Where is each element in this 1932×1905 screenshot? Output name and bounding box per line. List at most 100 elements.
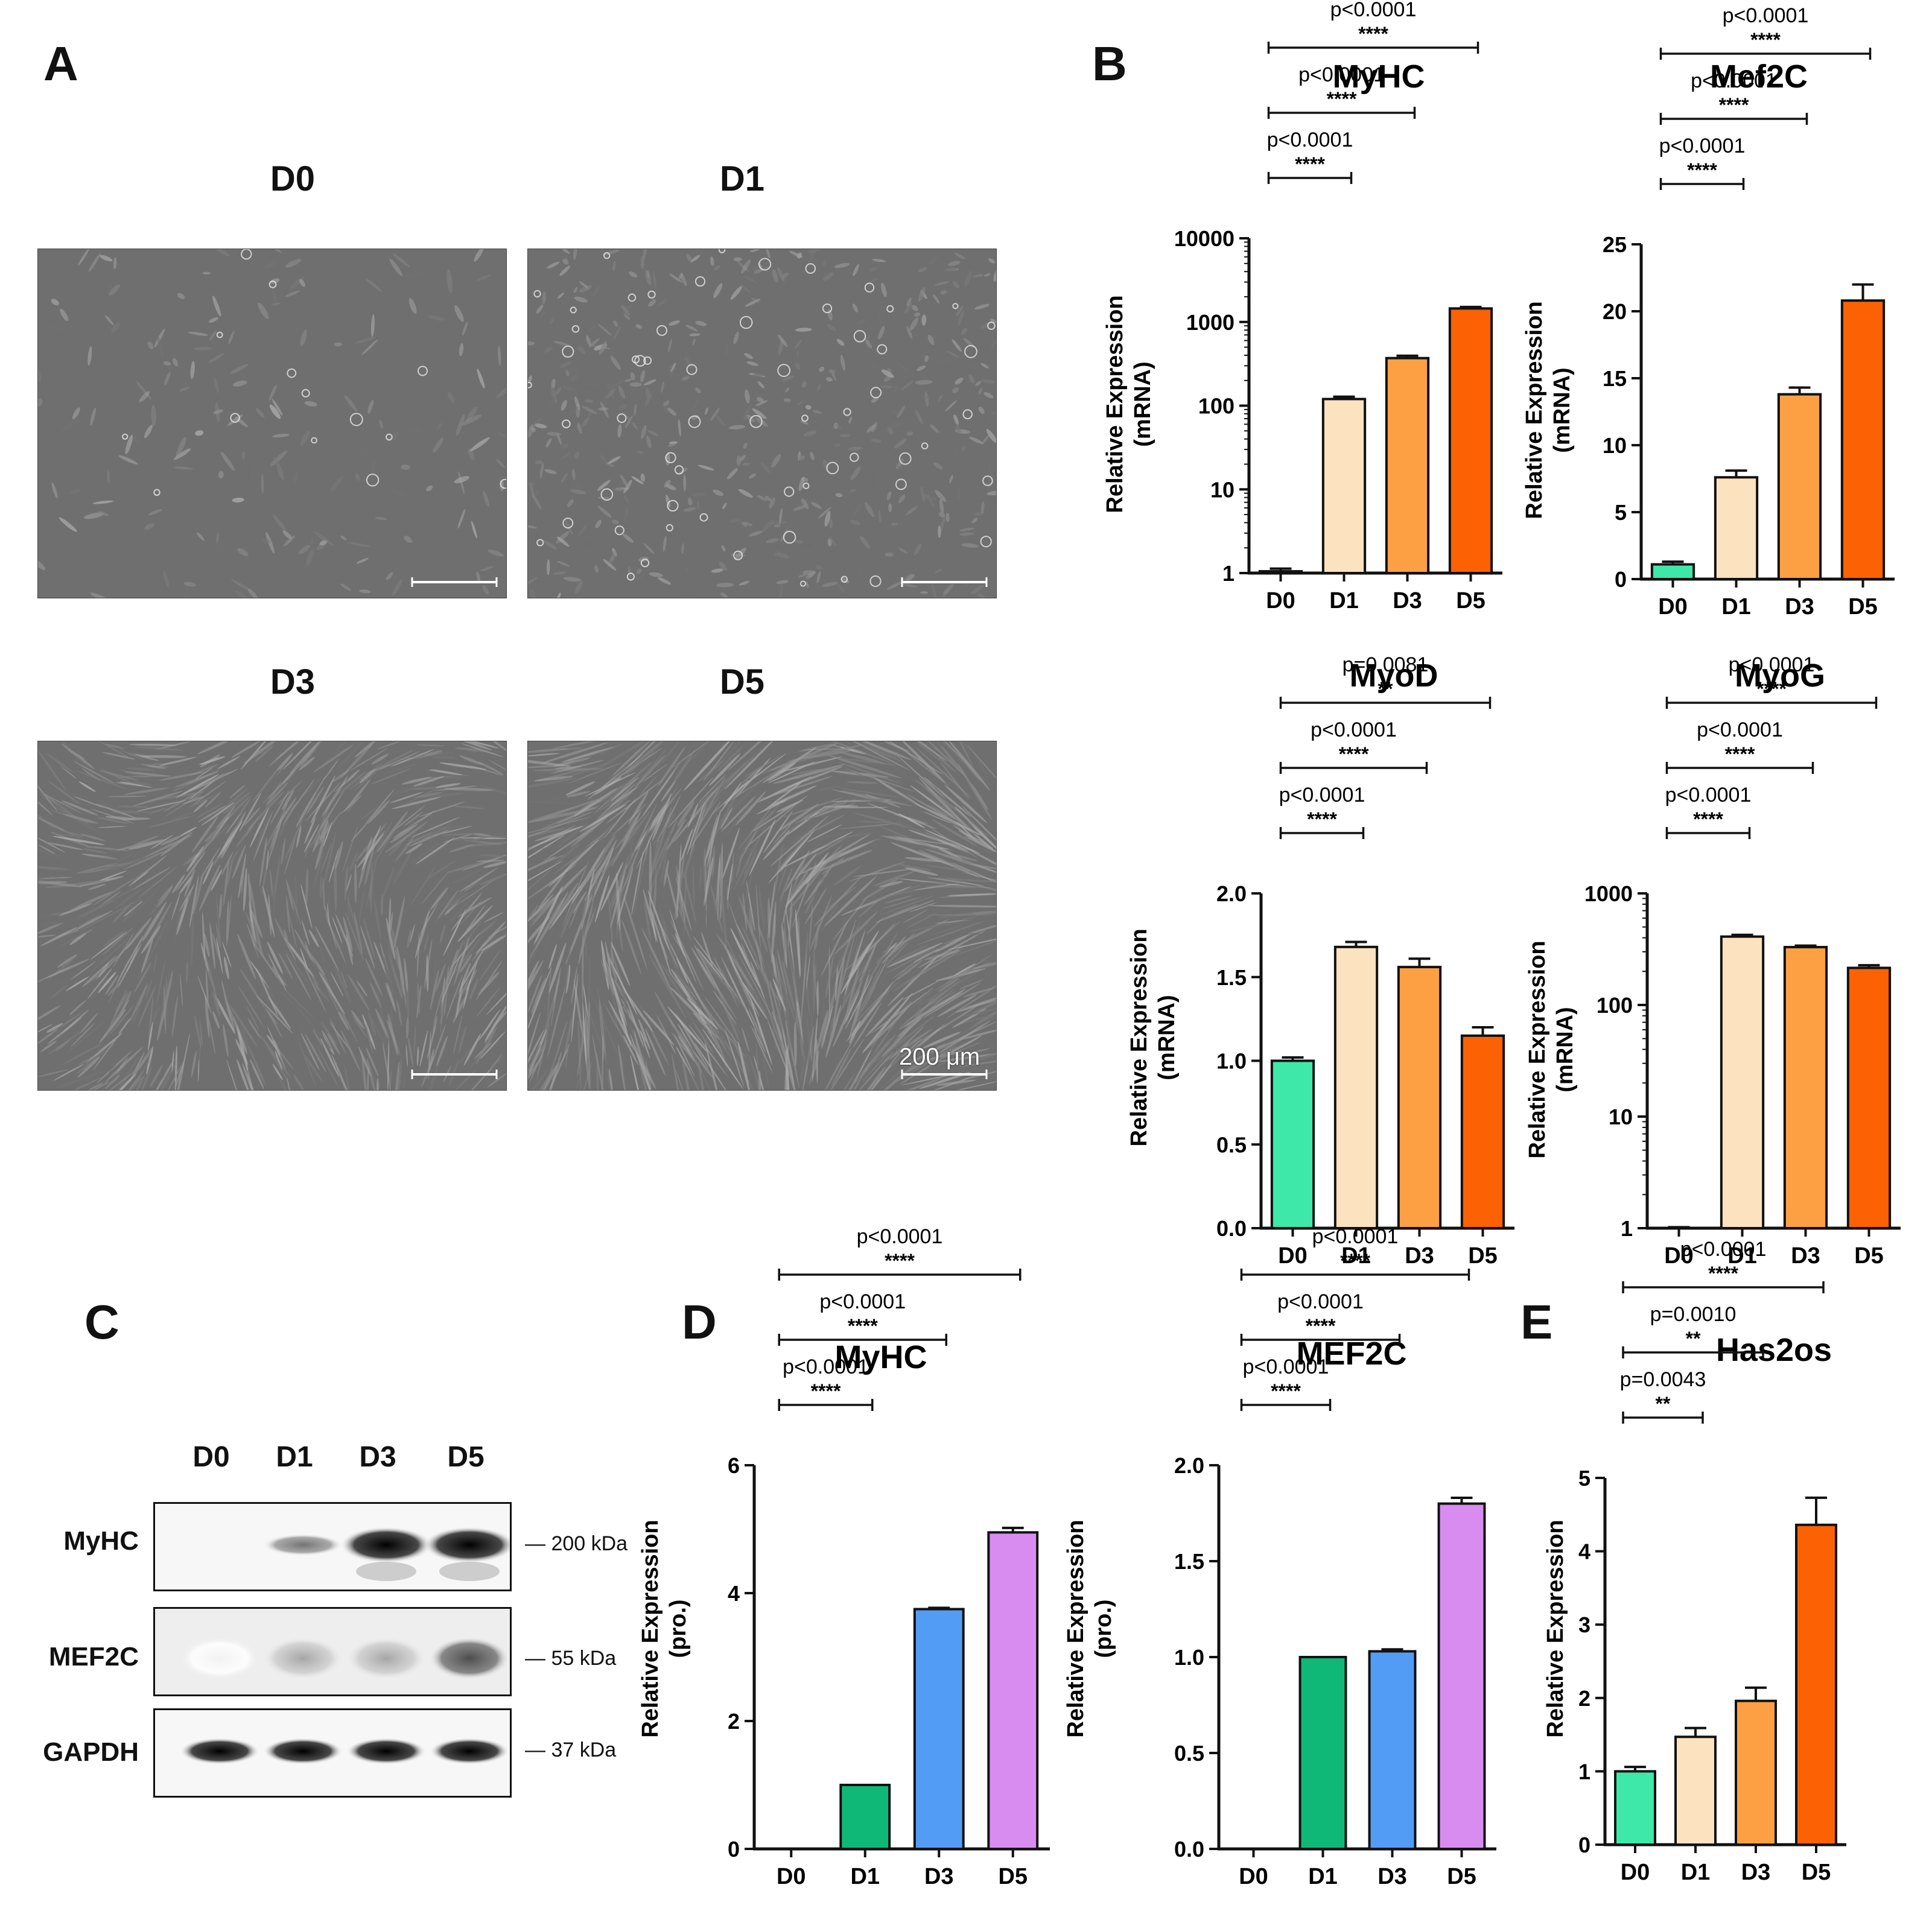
cell-shape <box>762 779 806 812</box>
cell-shape <box>850 519 861 525</box>
cell-shape <box>783 912 786 972</box>
cell-shape <box>82 968 107 987</box>
cell-shape <box>650 804 669 831</box>
cell-shape <box>602 1035 604 1062</box>
cell-shape <box>316 1045 340 1090</box>
cell-shape <box>746 880 755 931</box>
round-cell <box>733 550 743 560</box>
cell-shape <box>635 1036 649 1090</box>
cell-shape <box>934 281 950 286</box>
cell-shape <box>562 762 608 779</box>
cell-shape <box>347 542 371 548</box>
cell-shape <box>529 482 535 498</box>
cell-shape <box>647 429 658 436</box>
cell-shape <box>605 941 611 975</box>
cell-shape <box>405 272 424 279</box>
cell-shape <box>802 570 816 575</box>
cell-shape <box>626 1000 644 1048</box>
cell-shape <box>377 741 404 750</box>
cell-shape <box>643 543 655 554</box>
cell-shape <box>609 957 638 1016</box>
micrograph-image <box>38 249 506 598</box>
cell-shape <box>354 863 357 903</box>
y-axis-label-line: Relative Expression <box>1102 295 1128 513</box>
cell-shape <box>833 957 845 1029</box>
cell-shape <box>267 782 288 805</box>
cell-shape <box>828 1038 865 1090</box>
cell-shape <box>938 1020 991 1054</box>
cell-shape <box>150 835 173 849</box>
cell-shape <box>862 985 877 1012</box>
cell-shape <box>674 852 685 921</box>
cell-shape <box>702 1015 736 1057</box>
cell-shape <box>971 992 996 1014</box>
cell-shape <box>284 928 290 949</box>
cell-shape <box>262 537 271 544</box>
cell-shape <box>881 282 887 297</box>
cell-shape <box>401 776 432 785</box>
cell-shape <box>895 360 909 372</box>
cell-shape <box>229 1003 258 1048</box>
cell-shape <box>369 981 382 1009</box>
p-value-label: p<0.0001 <box>1267 128 1353 151</box>
round-cell <box>216 331 223 338</box>
cell-shape <box>767 881 775 940</box>
cell-shape <box>623 1035 638 1065</box>
cell-shape <box>477 369 485 389</box>
cell-shape <box>819 366 825 372</box>
cell-shape <box>125 434 133 455</box>
cell-shape <box>852 1002 882 1048</box>
cell-shape <box>265 957 291 990</box>
bar-d1 <box>1674 1735 1717 1846</box>
cell-shape <box>528 893 554 927</box>
round-cell <box>665 452 676 463</box>
cell-shape <box>598 324 612 336</box>
cell-shape <box>729 902 743 942</box>
cell-shape <box>548 944 557 969</box>
cell-shape <box>215 923 221 948</box>
cell-shape <box>897 405 906 419</box>
cell-shape <box>345 1065 351 1090</box>
cell-shape <box>791 769 822 775</box>
cell-shape <box>562 860 589 926</box>
round-cell <box>667 499 679 512</box>
cell-shape <box>617 424 622 438</box>
round-cell <box>952 303 959 309</box>
cell-shape <box>618 404 627 410</box>
cell-shape <box>98 826 126 828</box>
cell-shape <box>448 1059 459 1087</box>
cell-shape <box>624 507 629 514</box>
cell-shape <box>388 786 408 796</box>
cell-shape <box>319 876 322 899</box>
cell-shape <box>952 339 962 352</box>
cell-shape <box>774 524 781 528</box>
cell-shape <box>755 959 779 1001</box>
cell-shape <box>338 1011 349 1030</box>
cell-shape <box>586 755 643 800</box>
cell-shape <box>664 480 671 488</box>
cell-shape <box>212 991 221 1019</box>
cell-shape <box>343 916 353 952</box>
cell-shape <box>468 448 475 461</box>
cell-shape <box>400 1062 407 1090</box>
micrograph-background <box>38 249 506 598</box>
cell-shape <box>226 857 234 888</box>
cell-shape <box>776 580 789 585</box>
cell-shape <box>794 339 802 349</box>
cell-shape <box>847 781 878 784</box>
cell-shape <box>956 1048 990 1056</box>
cell-shape <box>903 1024 945 1059</box>
cell-shape <box>70 891 113 911</box>
cell-shape <box>80 1012 98 1034</box>
x-tick-label: D1 <box>1681 1860 1711 1885</box>
cell-shape <box>840 790 912 807</box>
bar-d5 <box>987 1531 1039 1851</box>
significance-stars: **** <box>1307 808 1337 830</box>
cell-shape <box>848 861 906 882</box>
cell-shape <box>557 560 570 567</box>
cell-shape <box>307 949 326 976</box>
cell-shape <box>900 881 958 884</box>
cell-shape <box>528 960 539 994</box>
cell-shape <box>565 1042 569 1070</box>
cell-shape <box>249 901 255 948</box>
